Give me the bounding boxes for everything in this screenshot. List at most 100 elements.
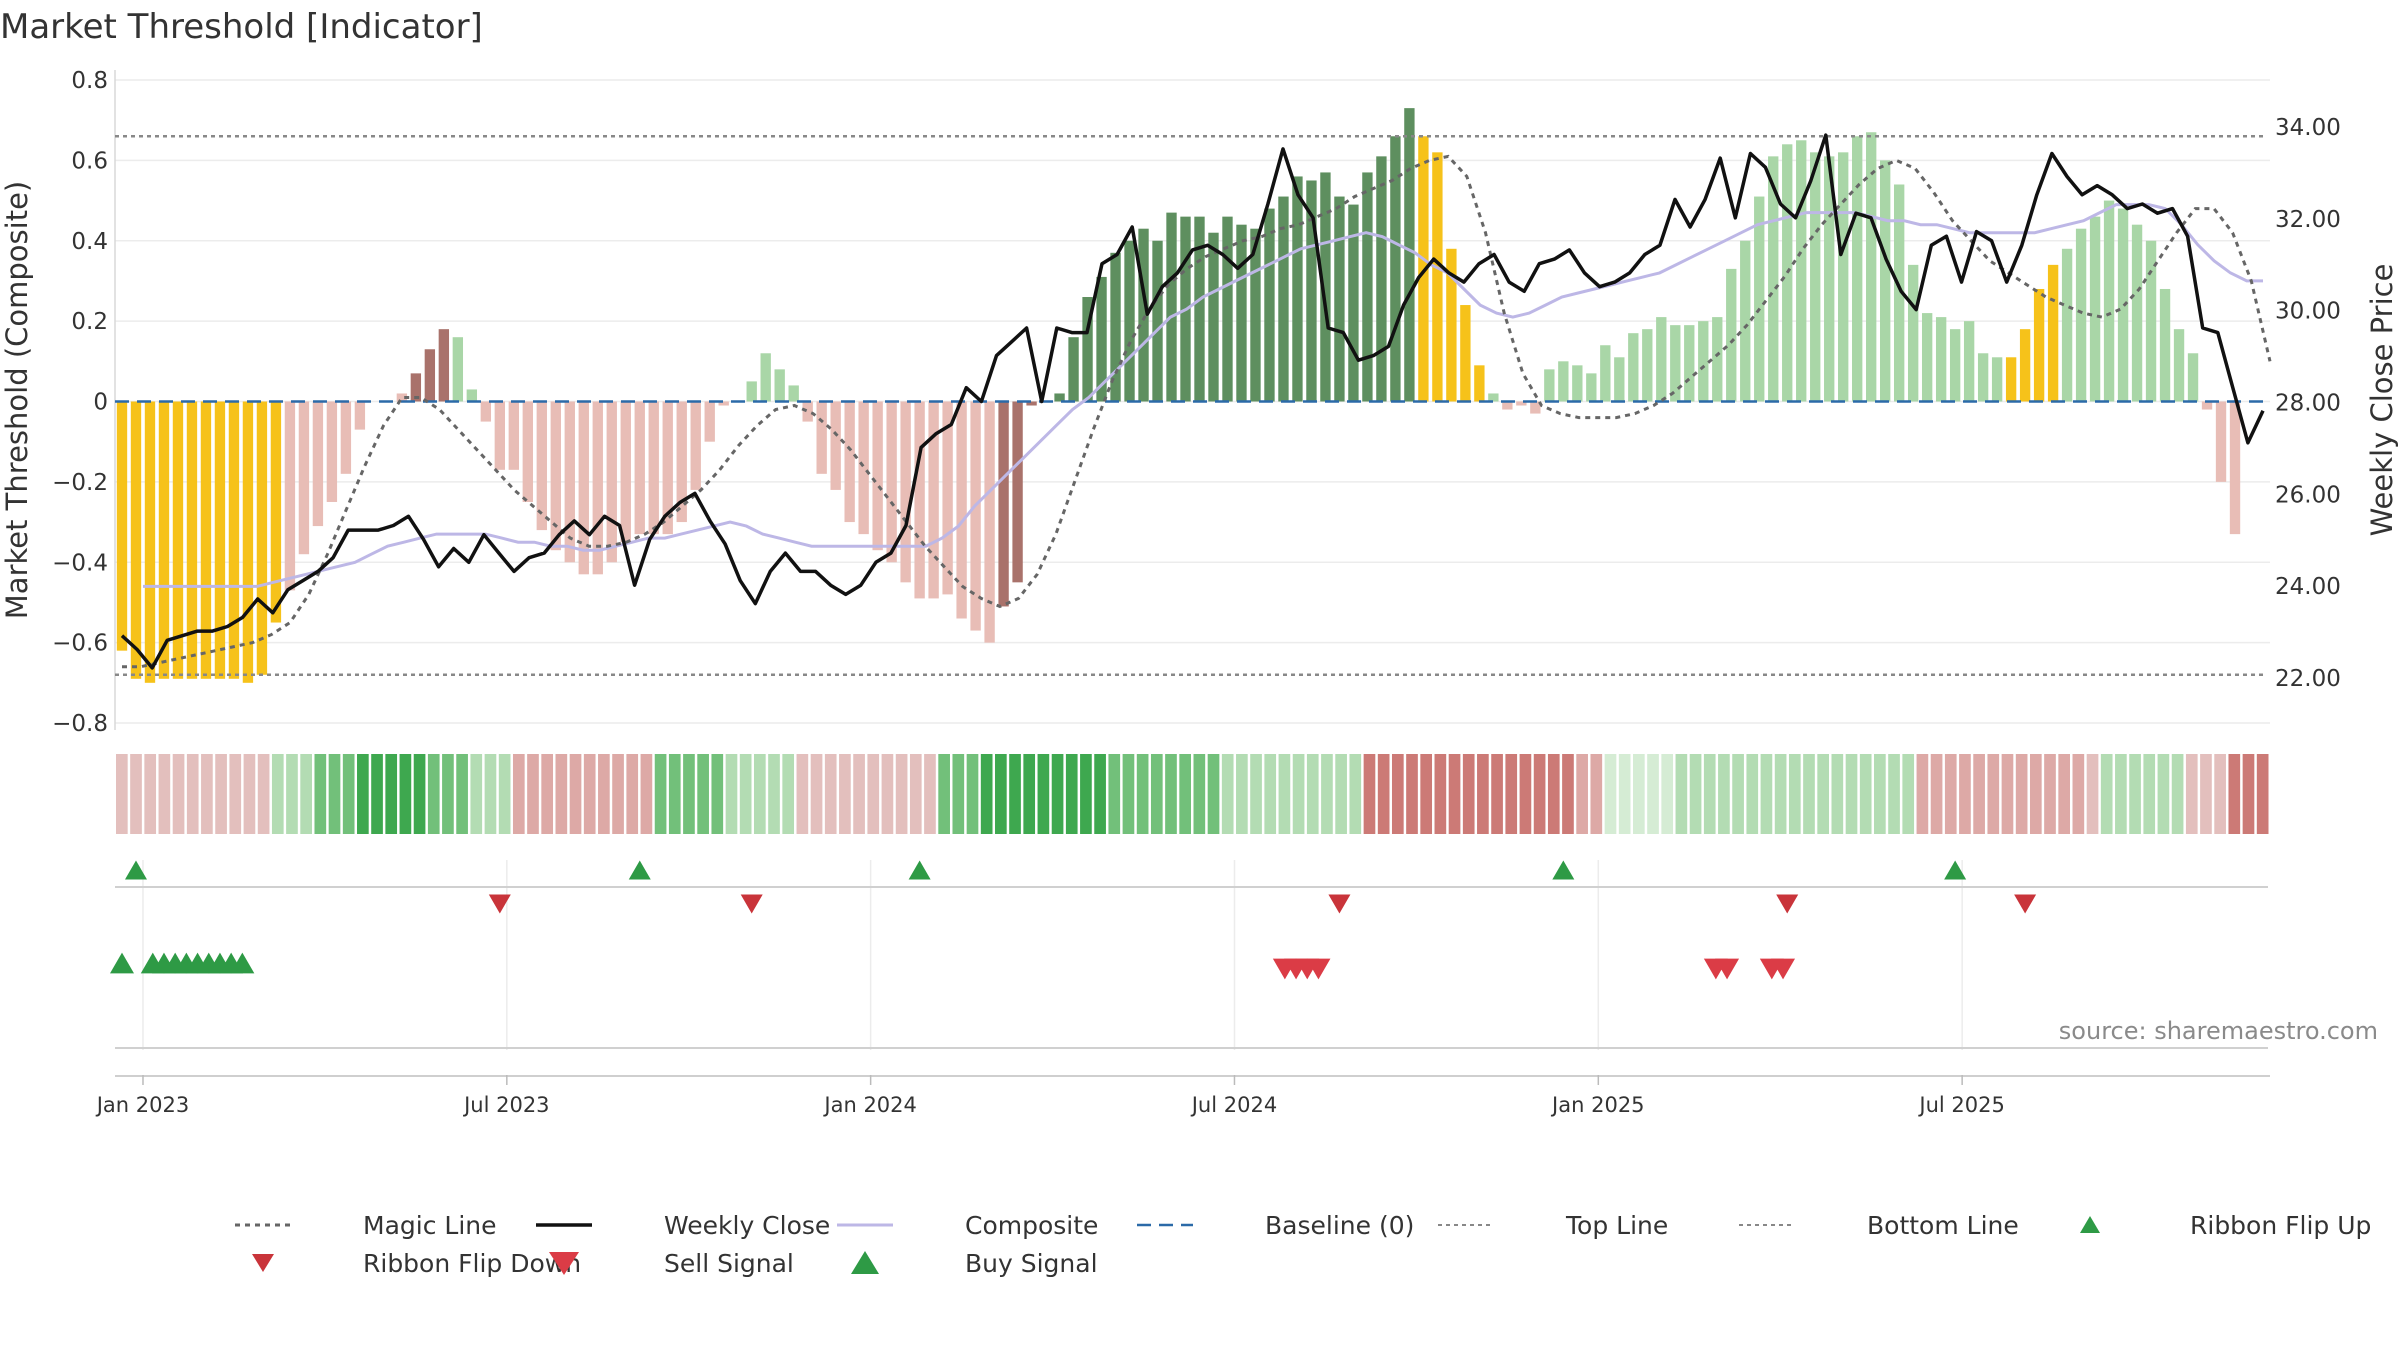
ribbon-cell bbox=[583, 754, 596, 834]
ribbon-cell bbox=[2015, 754, 2028, 834]
composite-bar bbox=[788, 385, 799, 402]
legend-label: Bottom Line bbox=[1867, 1211, 2019, 1240]
ribbon-cell bbox=[1080, 754, 1092, 834]
ribbon-cell bbox=[371, 754, 383, 834]
composite-bar bbox=[1852, 136, 1863, 402]
ribbon-cell bbox=[1321, 754, 1333, 834]
y-right-axis-title: Weekly Close Price bbox=[2365, 264, 2399, 537]
ribbon-flip-up-marker bbox=[1944, 860, 1967, 880]
composite-bar bbox=[130, 401, 142, 679]
ribbon-cell bbox=[1377, 754, 1390, 834]
ribbon-cell bbox=[2029, 754, 2042, 834]
composite-bar bbox=[2019, 329, 2031, 402]
ribbon-cell bbox=[2200, 754, 2212, 834]
composite-bar bbox=[1796, 140, 1807, 402]
composite-bar bbox=[2159, 288, 2171, 402]
composite-bar bbox=[2089, 216, 2101, 402]
legend-swatch bbox=[851, 1251, 879, 1274]
composite-bar bbox=[1390, 136, 1401, 402]
composite-bar bbox=[620, 401, 631, 543]
ribbon-cell bbox=[1788, 754, 1801, 834]
ribbon-cell bbox=[1675, 754, 1688, 834]
composite-bar bbox=[1334, 196, 1345, 402]
composite-bar bbox=[774, 369, 785, 402]
ribbon-cell bbox=[1264, 754, 1277, 834]
ribbon-cell bbox=[2185, 754, 2198, 834]
ribbon-cell bbox=[2171, 754, 2184, 834]
ribbon-cell bbox=[2143, 754, 2156, 834]
y-right-tick-label: 34.00 bbox=[2275, 115, 2341, 141]
ribbon-cell bbox=[1562, 754, 1574, 834]
ribbon-cell bbox=[909, 754, 922, 834]
composite-bar bbox=[466, 389, 478, 402]
buy-signal-marker bbox=[109, 952, 134, 974]
composite-bar bbox=[1320, 172, 1331, 402]
ribbon-cell bbox=[1221, 754, 1234, 834]
ribbon-cell bbox=[1689, 754, 1702, 834]
composite-bar bbox=[1348, 204, 1359, 402]
composite-bar bbox=[1236, 224, 1247, 402]
ribbon-cell bbox=[1165, 754, 1177, 834]
composite-bar bbox=[816, 401, 827, 474]
ribbon-flip-down-marker bbox=[2014, 894, 2037, 914]
ribbon-cell bbox=[342, 754, 355, 834]
ribbon-cell bbox=[569, 754, 582, 834]
composite-bar bbox=[1698, 321, 1709, 402]
ribbon-cell bbox=[980, 754, 993, 834]
y-left-tick-label: −0.6 bbox=[52, 631, 108, 657]
composite-bar bbox=[690, 401, 701, 490]
composite-bar bbox=[186, 401, 198, 679]
ribbon-cell bbox=[2256, 754, 2269, 834]
composite-bar bbox=[1054, 393, 1065, 402]
ribbon-cell bbox=[1292, 754, 1305, 834]
composite-bar bbox=[648, 401, 659, 535]
composite-bar bbox=[2145, 240, 2157, 402]
legend-label: Top Line bbox=[1565, 1211, 1668, 1240]
ribbon-cell bbox=[1491, 754, 1503, 834]
x-tick-label: Jul 2024 bbox=[1190, 1093, 1277, 1117]
ribbon-cell bbox=[1094, 754, 1106, 834]
composite-bar bbox=[536, 401, 547, 531]
composite-bar bbox=[1614, 357, 1625, 402]
composite-bar bbox=[942, 401, 953, 595]
composite-bar bbox=[1824, 156, 1835, 402]
composite-bar bbox=[424, 349, 436, 402]
ribbon-cell bbox=[1108, 754, 1121, 834]
y-left-axis-title: Market Threshold (Composite) bbox=[0, 181, 34, 619]
composite-bar bbox=[564, 401, 575, 563]
ribbon-cell bbox=[2072, 754, 2085, 834]
y-left-tick-label: −0.2 bbox=[52, 470, 108, 496]
ribbon-cell bbox=[1930, 754, 1943, 834]
ribbon-cell bbox=[924, 754, 936, 834]
composite-bar bbox=[2005, 357, 2017, 402]
y-left-tick-label: 0.6 bbox=[71, 148, 108, 174]
composite-bar bbox=[1026, 401, 1037, 406]
composite-bar bbox=[508, 401, 519, 470]
composite-bar bbox=[1516, 401, 1527, 406]
composite-bar bbox=[970, 401, 981, 631]
ribbon-cell bbox=[1633, 754, 1645, 834]
ribbon-cell bbox=[1944, 754, 1957, 834]
composite-bar bbox=[1404, 108, 1415, 402]
x-tick-label: Jan 2024 bbox=[822, 1093, 917, 1117]
ribbon-cell bbox=[2214, 754, 2226, 834]
ribbon-cell bbox=[683, 754, 695, 834]
ribbon-cell bbox=[1462, 754, 1475, 834]
ribbon-cell bbox=[853, 754, 865, 834]
ribbon-cell bbox=[753, 754, 766, 834]
composite-bar bbox=[606, 401, 617, 563]
composite-bar bbox=[1166, 212, 1177, 402]
composite-bar bbox=[410, 373, 422, 402]
ribbon-cell bbox=[1845, 754, 1858, 834]
composite-bar bbox=[718, 401, 729, 406]
ribbon-cell bbox=[1604, 754, 1617, 834]
composite-bar bbox=[998, 401, 1009, 607]
composite-bar bbox=[1572, 365, 1583, 402]
ribbon-cell bbox=[1902, 754, 1915, 834]
composite-bar bbox=[2061, 248, 2073, 402]
y-left-tick-label: 0.2 bbox=[71, 309, 108, 335]
composite-bar bbox=[2215, 401, 2227, 482]
ribbon-cell bbox=[995, 754, 1007, 834]
ribbon-cell bbox=[300, 754, 312, 834]
composite-bar bbox=[1740, 240, 1751, 402]
